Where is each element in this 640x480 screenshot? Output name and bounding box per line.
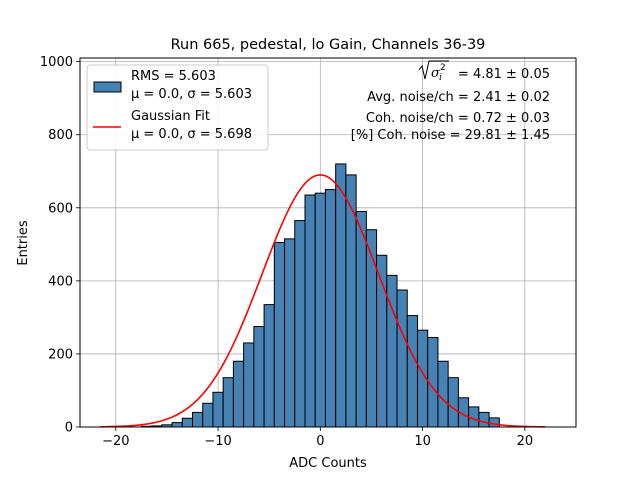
histogram-bar bbox=[365, 229, 378, 428]
x-axis-label: ADC Counts bbox=[289, 456, 367, 471]
histogram-bar bbox=[447, 377, 459, 428]
legend-fit-label: Gaussian Fit bbox=[131, 109, 210, 124]
y-axis-label: Entries bbox=[16, 220, 31, 266]
y-tick-label: 800 bbox=[48, 128, 73, 143]
y-tick-label: 600 bbox=[48, 201, 73, 216]
x-tick-label: 0 bbox=[316, 434, 324, 449]
svg-text:i: i bbox=[439, 73, 442, 83]
histogram-bar bbox=[396, 289, 408, 428]
histogram-bar bbox=[232, 360, 245, 428]
y-tick-label: 1000 bbox=[40, 55, 73, 70]
histogram-bar bbox=[171, 422, 183, 428]
x-tick-label: −10 bbox=[204, 434, 231, 449]
y-axis-ticks: 0 200 400 600 800 1000 bbox=[40, 55, 80, 436]
histogram-bar bbox=[202, 402, 214, 428]
noise-annotations: σ i 2 = 4.81 ± 0.05 Avg. noise/ch = 2.41… bbox=[351, 60, 550, 143]
histogram-bar bbox=[488, 417, 500, 428]
histogram-bar bbox=[284, 238, 296, 428]
histogram-bar bbox=[345, 174, 357, 428]
legend: RMS = 5.603 μ = 0.0, σ = 5.603 Gaussian … bbox=[86, 64, 269, 151]
histogram-bar bbox=[335, 163, 347, 428]
histogram-bar bbox=[273, 242, 286, 428]
svg-text:σ: σ bbox=[431, 66, 441, 81]
y-tick-label: 200 bbox=[48, 347, 73, 362]
axes-frame bbox=[79, 57, 577, 428]
histogram-bar bbox=[222, 377, 234, 428]
histogram-bar bbox=[406, 315, 418, 428]
x-tick-label: 20 bbox=[517, 434, 534, 449]
legend-rms-params: μ = 0.0, σ = 5.603 bbox=[131, 87, 252, 102]
histogram-bar bbox=[304, 194, 316, 428]
histogram-bar bbox=[212, 391, 224, 428]
x-tick-label: −20 bbox=[102, 434, 129, 449]
histogram-bar bbox=[294, 220, 306, 428]
histogram-bar bbox=[191, 411, 204, 428]
histogram-bars bbox=[140, 163, 500, 428]
annotation-coh-noise: Coh. noise/ch = 0.72 ± 0.03 bbox=[366, 111, 550, 126]
y-tick-label: 400 bbox=[48, 274, 73, 289]
histogram-bar bbox=[478, 411, 490, 428]
chart-title: Run 665, pedestal, lo Gain, Channels 36-… bbox=[171, 37, 486, 53]
histogram-bar bbox=[253, 326, 265, 428]
histogram-bar bbox=[243, 342, 255, 428]
y-tick-label: 0 bbox=[65, 421, 73, 436]
gaussian-fit-line bbox=[100, 174, 546, 428]
legend-histogram-swatch bbox=[93, 81, 122, 93]
x-tick-label: 10 bbox=[414, 434, 431, 449]
legend-rms-label: RMS = 5.603 bbox=[131, 69, 216, 84]
x-axis-ticks: −20 −10 0 10 20 bbox=[102, 427, 533, 449]
histogram-bar bbox=[324, 189, 337, 428]
annotation-coh-noise-percent: [%] Coh. noise = 29.81 ± 1.45 bbox=[351, 128, 550, 143]
legend-box bbox=[86, 64, 269, 151]
histogram-bar bbox=[181, 417, 193, 428]
svg-text:2: 2 bbox=[440, 63, 446, 73]
legend-fit-params: μ = 0.0, σ = 5.698 bbox=[131, 127, 252, 142]
histogram-bar bbox=[314, 192, 326, 428]
histogram-bar bbox=[355, 210, 367, 428]
annotation-rms-sigma: = 4.81 ± 0.05 bbox=[458, 67, 550, 82]
histogram-bar bbox=[437, 360, 449, 428]
annotation-avg-noise: Avg. noise/ch = 2.41 ± 0.02 bbox=[367, 90, 550, 105]
sqrt-sigma-symbol: σ i 2 bbox=[418, 60, 449, 83]
histogram-bar bbox=[263, 304, 275, 428]
